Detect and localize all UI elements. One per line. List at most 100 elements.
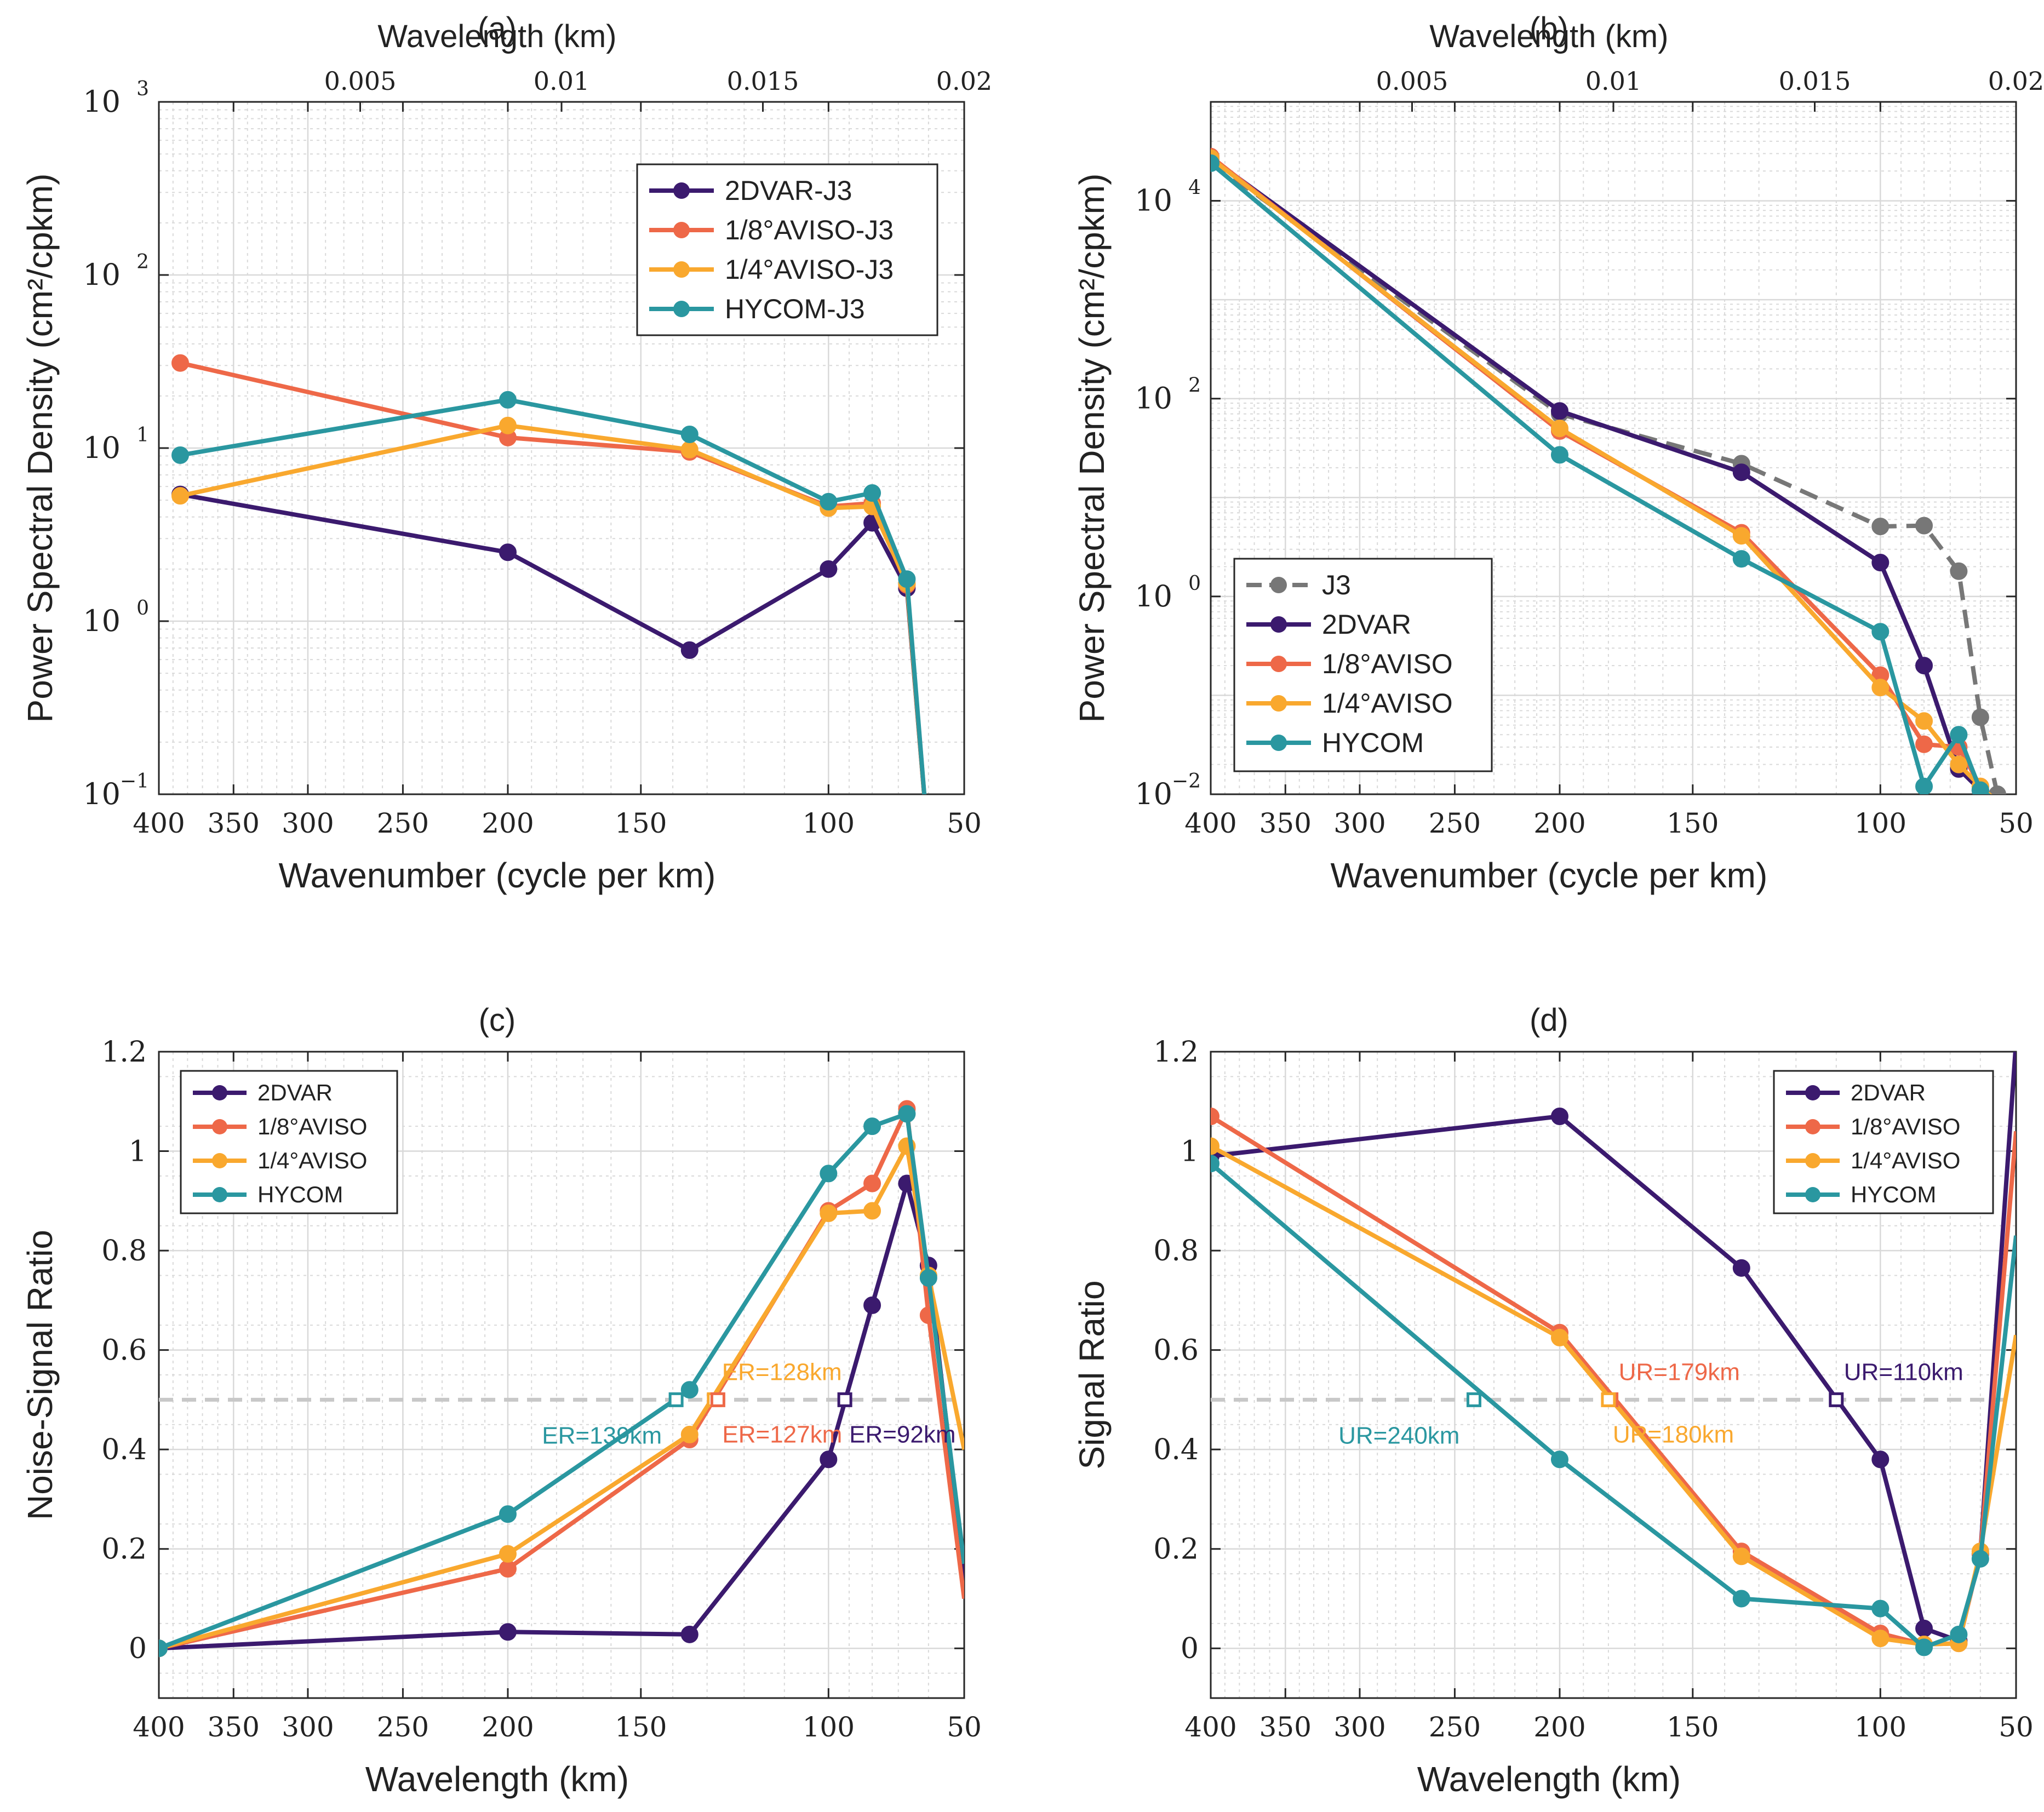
legend-item-1-4degaviso: 1/4°AVISO [1786,1148,1960,1173]
data-point [1971,1550,1989,1568]
y-tick-exponent: −2 [1172,770,1201,793]
data-point [863,1296,881,1314]
annotation-label: UR=110km [1844,1358,1963,1385]
legend-marker [1805,1153,1820,1168]
legend-label: 1/4°AVISO [1851,1148,1960,1173]
data-point [1915,517,1933,535]
data-point [1871,679,1890,697]
x-tick-label: 400 [133,1711,185,1743]
data-point [499,1623,517,1641]
data-point [1732,550,1750,568]
legend-label: 2DVAR [1322,609,1411,640]
legend-marker [1270,616,1287,633]
y-tick-exponent: 0 [1188,572,1201,595]
top-tick-label: 0.015 [1779,66,1851,96]
axes-box [1210,1051,2017,1699]
data-point [1950,726,1968,744]
x-tick-label: 250 [1429,1711,1481,1743]
legend-marker [1270,695,1287,712]
x-ticks: 400 350 300 250 200 150 100 50 [133,1052,982,1743]
data-point [1211,154,1219,172]
data-point [499,543,517,561]
series-2dvar [159,1174,964,1658]
legend-marker [1805,1119,1820,1134]
data-point [1971,781,1989,794]
data-point [1915,657,1933,675]
series-hycom-j3 [171,391,927,794]
y-tick-label: 10 [1135,777,1172,811]
x-tick-label: 250 [1429,807,1481,839]
legend: 2DVAR-J3 1/8°AVISO-J3 1/4°AVISO-J3 HYCOM-J3 [636,163,938,336]
panel-label: (a) [478,11,517,47]
legend-item-1-8degaviso-j3: 1/8°AVISO-J3 [649,215,894,245]
legend-item-2dvar: 2DVAR [193,1080,333,1105]
data-point [499,391,517,409]
top-tick-label: 0.015 [727,66,799,96]
legend-label: HYCOM [1851,1182,1936,1207]
legend-item-hycom-j3: HYCOM-J3 [649,294,865,324]
legend-marker [212,1187,227,1202]
data-point [820,1205,838,1222]
data-point [1915,1638,1933,1656]
data-point [171,446,190,464]
x-axis-label: Wavelength (km) [1417,1759,1681,1799]
data-point [171,487,190,505]
x-tick-label: 100 [1854,1711,1906,1743]
legend-item-2dvar: 2DVAR [1246,609,1411,640]
panel-d: 400 350 300 250 200 150 100 50 0 0.2 0.4 0.6 0.8 1 1.2… [1072,1002,2034,1799]
data-point [1211,1155,1219,1173]
legend-item-2dvar-j3: 2DVAR-J3 [649,175,852,206]
data-point [1871,1599,1890,1618]
grid [1210,102,2017,795]
data-point [1550,1450,1568,1469]
legend-label: 2DVAR [257,1080,333,1105]
x-tick-label: 350 [1259,807,1312,839]
data-point [1550,420,1568,438]
y-tick-label: 0 [129,1632,147,1665]
annotations: UR=240km UR=179km UR=180km UR=110km [1338,1358,1963,1449]
data-point [1915,735,1933,753]
data-point [1915,1619,1933,1637]
series-1-4degaviso-j3 [171,416,927,794]
data-point [1732,527,1750,545]
annotation-label: ER=127km [722,1421,842,1448]
data-point [919,1269,937,1287]
data-point [1988,785,2006,794]
data-point [1950,562,1968,580]
legend-label: 1/8°AVISO-J3 [725,215,894,245]
x-axis-label: Wavelength (km) [365,1759,629,1799]
top-axis: 0.005 0.01 0.015 0.02 Wavelength (km) [324,19,992,112]
legend-item-2dvar: 2DVAR [1786,1080,1926,1105]
panel-label: (d) [1530,1002,1568,1038]
legend-marker [1805,1187,1820,1202]
legend-item-1-8degaviso: 1/8°AVISO [193,1114,367,1139]
y-tick-label: 0.8 [101,1235,147,1268]
data-point [1871,554,1890,572]
data-point [1971,708,1989,726]
top-axis-label: Wavelength (km) [377,19,616,54]
legend-item-hycom: HYCOM [1786,1182,1936,1207]
data-point [1211,1108,1219,1125]
y-ticks: 0 0.2 0.4 0.6 0.8 1 1.2 [101,1036,964,1665]
y-tick-exponent: 1 [136,424,149,446]
data-point [1871,623,1890,641]
data-point [159,1639,168,1658]
crossing-marker [1601,1392,1616,1407]
x-tick-label: 150 [615,807,667,839]
y-tick-label: 0.4 [1153,1433,1199,1466]
x-tick-label: 200 [1533,807,1585,839]
legend-item-hycom: HYCOM [1246,727,1424,758]
data-point [1732,1590,1750,1608]
legend-item-1-4degaviso: 1/4°AVISO [1246,688,1453,719]
data-point [499,1505,517,1523]
x-tick-label: 150 [615,1711,667,1743]
x-tick-label: 350 [1259,1711,1312,1743]
series-line-hycom [159,1111,964,1650]
x-ticks: 400 350 300 250 200 150 100 50 [1184,1052,2034,1743]
panel-c: 400 350 300 250 200 150 100 50 0 0.2 0.4 0.6 0.8 1 1.2… [20,1002,982,1799]
data-point [1732,463,1750,481]
legend-label: J3 [1322,570,1351,600]
